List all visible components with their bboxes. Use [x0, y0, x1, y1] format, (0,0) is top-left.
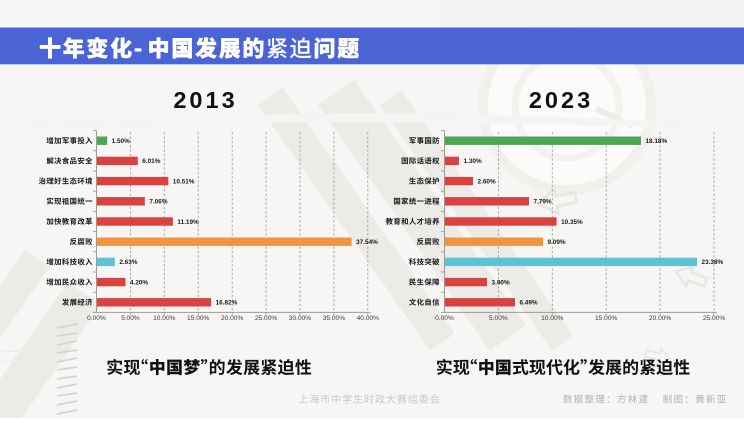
svg-text:20.00%: 20.00%: [649, 315, 672, 322]
svg-text:7.06%: 7.06%: [149, 199, 167, 206]
svg-text:18.18%: 18.18%: [645, 138, 667, 145]
svg-text:2.60%: 2.60%: [478, 178, 496, 185]
svg-text:1.50%: 1.50%: [112, 138, 130, 145]
svg-text:10.35%: 10.35%: [561, 219, 583, 226]
svg-text:10.00%: 10.00%: [153, 315, 176, 322]
svg-text:25.00%: 25.00%: [703, 315, 726, 322]
svg-text:37.54%: 37.54%: [356, 239, 378, 246]
svg-text:0.00%: 0.00%: [435, 315, 454, 322]
svg-text:20.00%: 20.00%: [221, 315, 244, 322]
svg-text:30.00%: 30.00%: [289, 315, 312, 322]
svg-text:6.01%: 6.01%: [142, 158, 160, 165]
svg-text:1.30%: 1.30%: [464, 158, 482, 165]
svg-text:7.79%: 7.79%: [533, 199, 551, 206]
svg-text:25.00%: 25.00%: [255, 315, 278, 322]
svg-text:2023: 2023: [529, 87, 593, 113]
svg-text:5.00%: 5.00%: [121, 315, 140, 322]
svg-text:16.82%: 16.82%: [216, 300, 238, 307]
svg-text:0.00%: 0.00%: [87, 315, 106, 322]
svg-text:15.00%: 15.00%: [595, 315, 618, 322]
svg-text:6.49%: 6.49%: [519, 300, 537, 307]
svg-text:2013: 2013: [173, 87, 237, 113]
svg-text:10.51%: 10.51%: [173, 178, 195, 185]
svg-text:35.00%: 35.00%: [323, 315, 346, 322]
svg-text:4.20%: 4.20%: [130, 279, 148, 286]
svg-text:23.38%: 23.38%: [702, 259, 724, 266]
svg-text:5.00%: 5.00%: [489, 315, 508, 322]
svg-text:11.19%: 11.19%: [177, 219, 199, 226]
svg-text:2.63%: 2.63%: [119, 259, 137, 266]
svg-text:15.00%: 15.00%: [187, 315, 210, 322]
svg-text:10.00%: 10.00%: [541, 315, 564, 322]
svg-text:3.90%: 3.90%: [492, 279, 510, 286]
svg-text:9.09%: 9.09%: [547, 239, 565, 246]
svg-text:40.00%: 40.00%: [357, 315, 380, 322]
